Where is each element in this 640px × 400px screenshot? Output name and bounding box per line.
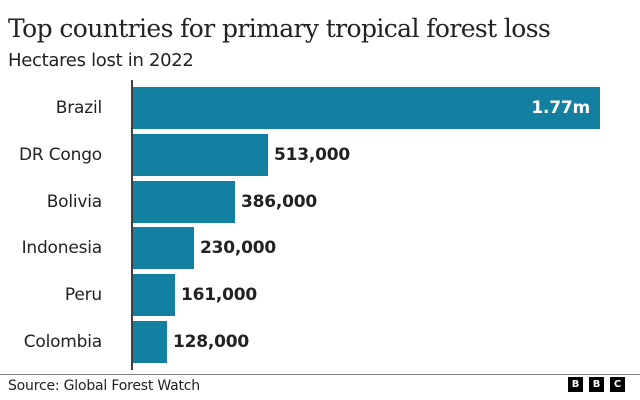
bar — [133, 87, 600, 129]
category-label: DR Congo — [19, 145, 102, 165]
value-label: 513,000 — [274, 145, 351, 165]
footer-divider — [0, 374, 640, 375]
bar — [133, 274, 175, 316]
bar-row: Brazil 1.77m — [0, 87, 640, 129]
value-label: 1.77m — [531, 98, 590, 118]
category-label: Indonesia — [21, 238, 103, 258]
bar — [133, 227, 194, 269]
category-label: Bolivia — [46, 192, 103, 212]
source-note: Source: Global Forest Watch — [8, 378, 200, 394]
chart-subtitle: Hectares lost in 2022 — [8, 50, 194, 71]
category-label: Peru — [64, 285, 102, 305]
bar-row: DR Congo 513,000 — [0, 134, 640, 176]
bbc-logo-letter: B — [568, 377, 583, 392]
bbc-logo-letter: C — [610, 377, 625, 392]
value-label: 230,000 — [200, 238, 277, 258]
category-label: Colombia — [23, 332, 102, 352]
value-label: 161,000 — [181, 285, 258, 305]
bar-row: Peru 161,000 — [0, 274, 640, 316]
bar — [133, 321, 167, 363]
bar — [133, 181, 235, 223]
bbc-logo: B B C — [568, 377, 625, 392]
bar-row: Indonesia 230,000 — [0, 227, 640, 269]
value-label: 386,000 — [241, 192, 318, 212]
bar — [133, 134, 268, 176]
value-label: 128,000 — [173, 332, 250, 352]
category-label: Brazil — [55, 98, 102, 118]
bar-row: Colombia 128,000 — [0, 321, 640, 363]
chart-title: Top countries for primary tropical fores… — [8, 14, 551, 43]
bar-row: Bolivia 386,000 — [0, 181, 640, 223]
y-axis-line — [131, 80, 133, 370]
bbc-logo-letter: B — [589, 377, 604, 392]
